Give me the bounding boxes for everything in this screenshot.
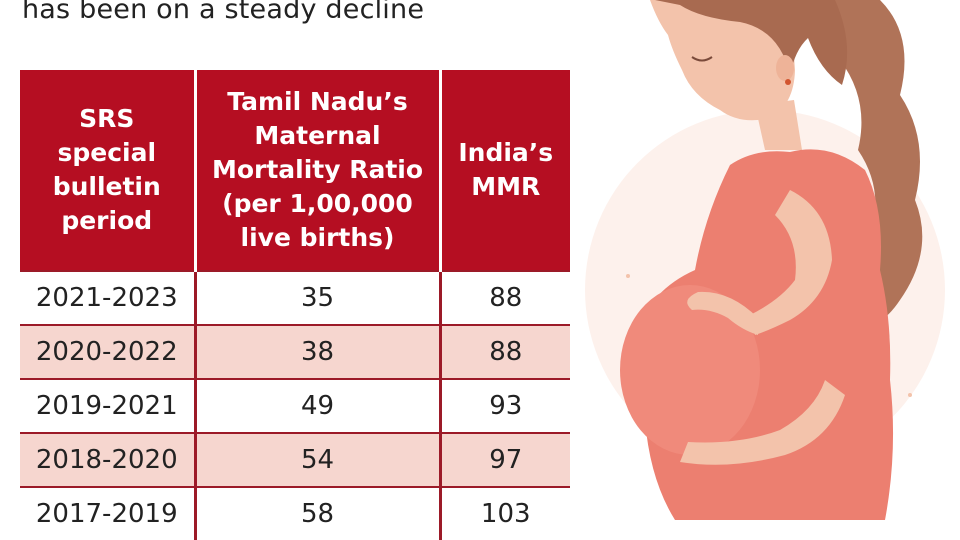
- table-row: 2021-2023 35 88: [20, 270, 570, 325]
- table-row: 2017-2019 58 103: [20, 486, 570, 540]
- cell-tamil-nadu-mmr: 49: [193, 378, 440, 433]
- belly-highlight: [620, 285, 760, 455]
- table-row: 2019-2021 49 93: [20, 378, 570, 433]
- arm-upper: [750, 190, 832, 335]
- header-india-mmr: India’s MMR: [438, 70, 570, 271]
- cell-period: 2018-2020: [20, 432, 195, 487]
- cell-tamil-nadu-mmr: 54: [193, 432, 440, 487]
- table-header-row: SRS special bulletin period Tamil Nadu’s…: [20, 70, 570, 271]
- cell-india-mmr: 97: [438, 432, 570, 487]
- cell-period: 2017-2019: [20, 486, 195, 540]
- cell-tamil-nadu-mmr: 58: [193, 486, 440, 540]
- header-tamil-nadu-mmr: Tamil Nadu’s Maternal Mortality Ratio (p…: [193, 70, 440, 271]
- mmr-table: SRS special bulletin period Tamil Nadu’s…: [20, 70, 570, 540]
- cell-india-mmr: 103: [438, 486, 570, 540]
- cell-period: 2020-2022: [20, 324, 195, 379]
- earring: [785, 79, 791, 85]
- hand-lower: [680, 380, 845, 465]
- subtitle: has been on a steady decline: [22, 0, 425, 25]
- table-row: 2020-2022 38 88: [20, 324, 570, 379]
- closed-eye: [691, 56, 713, 62]
- cell-india-mmr: 88: [438, 324, 570, 379]
- hair-back: [820, 0, 923, 322]
- cell-india-mmr: 93: [438, 378, 570, 433]
- sparkle-dot: [626, 274, 630, 278]
- table-row: 2018-2020 54 97: [20, 432, 570, 487]
- header-period: SRS special bulletin period: [20, 70, 195, 271]
- pregnant-woman-illustration: [585, 0, 945, 520]
- hand-upper: [687, 291, 758, 335]
- sparkle-dot: [908, 393, 912, 397]
- cell-tamil-nadu-mmr: 38: [193, 324, 440, 379]
- ear: [776, 55, 794, 81]
- cell-tamil-nadu-mmr: 35: [193, 270, 440, 325]
- cell-india-mmr: 88: [438, 270, 570, 325]
- hair-front: [655, 0, 848, 85]
- cell-period: 2019-2021: [20, 378, 195, 433]
- cell-period: 2021-2023: [20, 270, 195, 325]
- face: [650, 0, 795, 121]
